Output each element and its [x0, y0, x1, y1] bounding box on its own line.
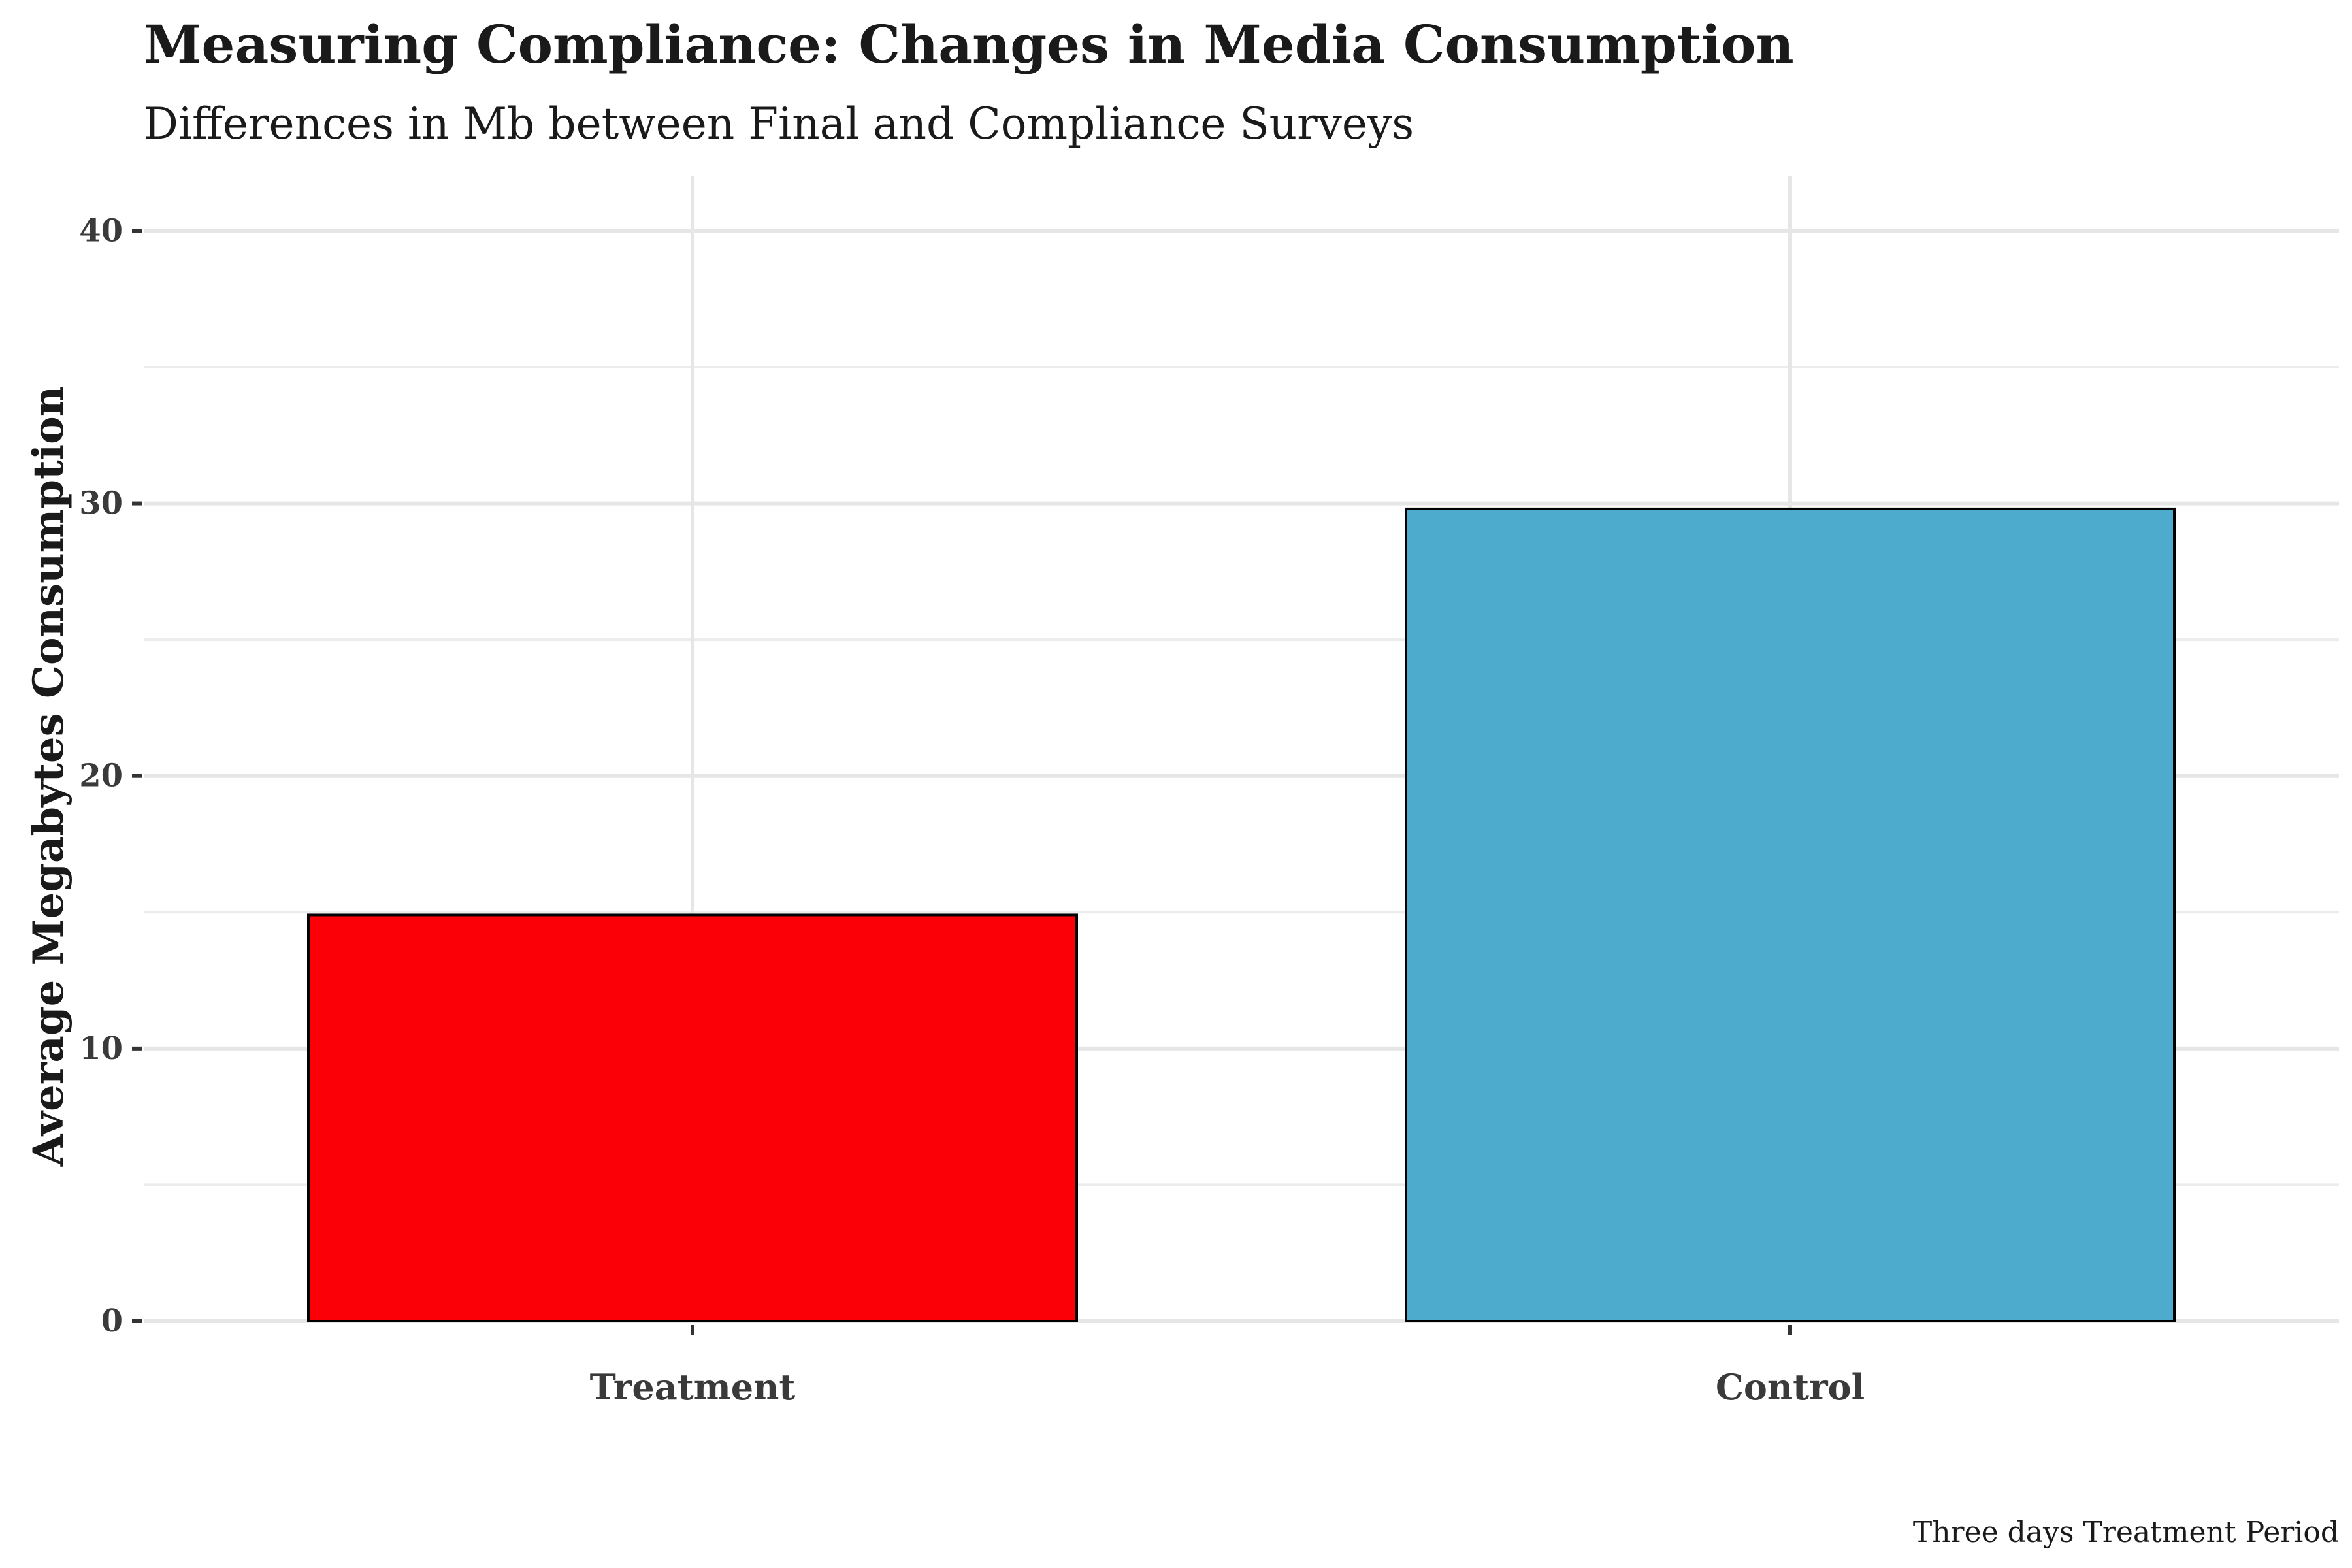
- x-tick-label: Treatment: [590, 1366, 796, 1408]
- y-tick-label: 30: [79, 485, 123, 522]
- chart-subtitle: Differences in Mb between Final and Comp…: [144, 99, 1414, 149]
- y-tick-label: 10: [79, 1030, 123, 1067]
- chart-caption: Three days Treatment Period: [1913, 1516, 2339, 1549]
- y-tick-label: 0: [101, 1303, 123, 1339]
- y-tick-label: 20: [79, 758, 123, 794]
- x-axis: Treatment Control: [590, 1325, 1865, 1408]
- y-axis: 0 10 20 30 40: [79, 212, 142, 1339]
- y-tick-label: 40: [79, 212, 123, 249]
- bar-control: [1405, 507, 2176, 1322]
- bars: [307, 507, 2176, 1322]
- chart-title: Measuring Compliance: Changes in Media C…: [144, 14, 1794, 75]
- y-axis-label: Average Megabytes Consumption: [24, 386, 73, 1168]
- bar-treatment: [307, 913, 1078, 1322]
- x-tick-label: Control: [1716, 1366, 1865, 1408]
